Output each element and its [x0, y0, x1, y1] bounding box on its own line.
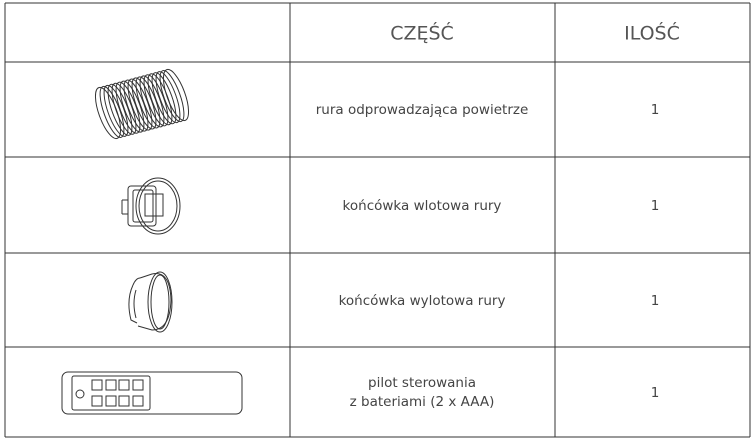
inlet-fitting-icon	[121, 177, 181, 235]
hose-coil	[151, 72, 177, 125]
hose-icon	[94, 68, 190, 140]
quantity: 1	[651, 102, 660, 118]
part-name: końcówka wylotowa rury	[339, 293, 506, 309]
part-name: pilot sterowania	[368, 375, 476, 391]
remote-icon	[61, 371, 243, 415]
quantity: 1	[651, 198, 660, 214]
hose-coil	[155, 71, 181, 124]
hose-coil	[159, 70, 185, 123]
hose-coil	[147, 73, 173, 126]
part-name: końcówka wlotowa rury	[343, 198, 502, 214]
outlet-fitting-icon	[128, 271, 173, 333]
quantity: 1	[651, 293, 660, 309]
header-part: CZĘŚĆ	[390, 21, 454, 45]
quantity: 1	[651, 385, 660, 401]
part-name: z bateriami (2 x AAA)	[350, 394, 495, 410]
table-grid	[4, 2, 751, 438]
part-name: rura odprowadzająca powietrze	[316, 102, 529, 118]
header-quantity: ILOŚĆ	[624, 21, 680, 45]
